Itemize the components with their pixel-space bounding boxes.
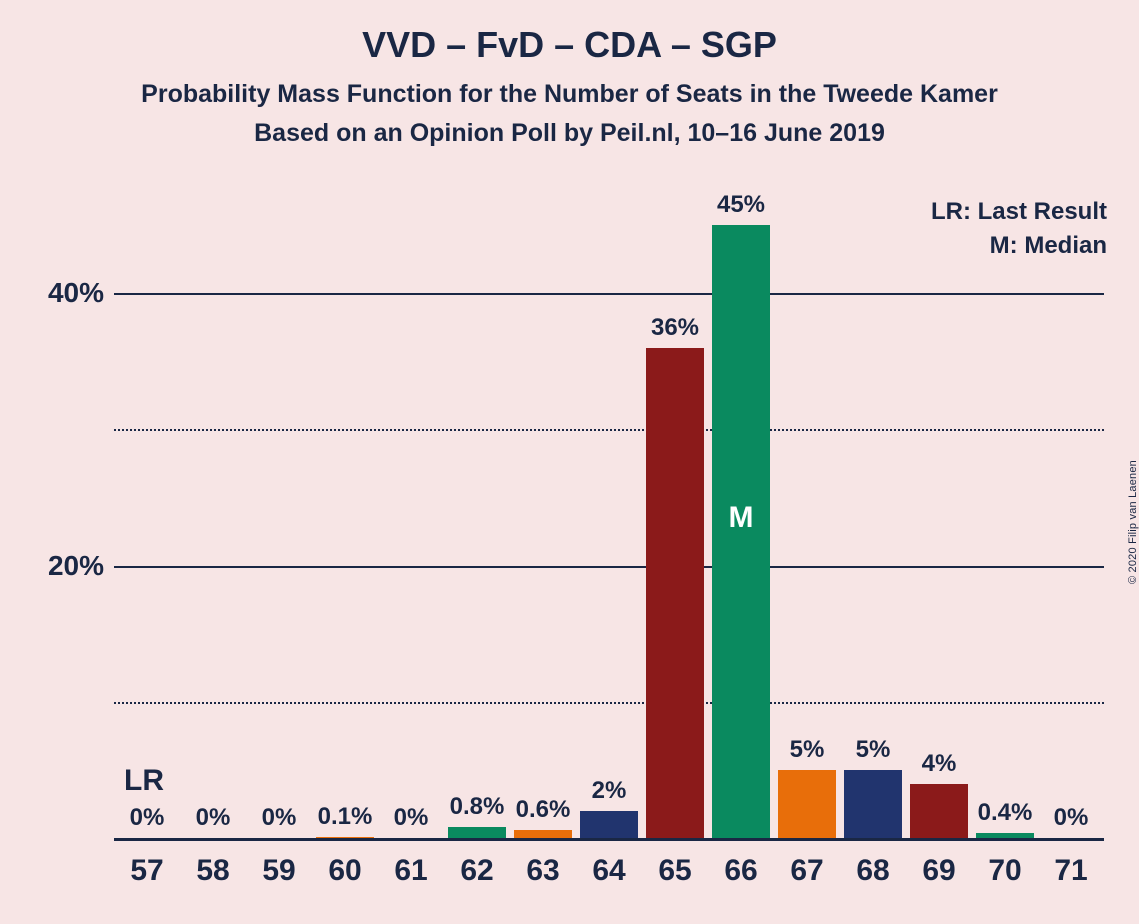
chart-title: VVD – FvD – CDA – SGP [0,0,1139,66]
x-axis-label: 59 [262,854,295,888]
bar-value-label: 36% [651,314,699,342]
bar-value-label: 5% [790,736,825,764]
bar-value-label: 0% [262,804,297,832]
x-axis-label: 64 [592,854,625,888]
bar-value-label: 45% [717,191,765,219]
x-axis-label: 57 [130,854,163,888]
bar: 5% [778,770,836,838]
x-axis-label: 66 [724,854,757,888]
median-marker: M [729,501,754,535]
bar-chart: 20%40%0%570%580%590.1%600%610.8%620.6%63… [114,198,1104,838]
bar-value-label: 0.4% [978,799,1033,827]
bar: 0.6% [514,830,572,838]
bar-value-label: 2% [592,777,627,805]
bar-value-label: 4% [922,750,957,778]
bar-value-label: 0% [196,804,231,832]
bar: 4% [910,784,968,838]
x-axis-label: 63 [526,854,559,888]
chart-subtitle-1: Probability Mass Function for the Number… [0,80,1139,109]
gridline-minor [114,702,1104,704]
bar: 45%M [712,225,770,838]
gridline-major [114,566,1104,568]
lr-marker: LR [124,764,164,798]
x-axis-label: 62 [460,854,493,888]
bar-value-label: 0.1% [318,803,373,831]
x-axis-label: 68 [856,854,889,888]
y-axis-label: 20% [48,550,104,582]
x-axis-label: 69 [922,854,955,888]
bar-value-label: 5% [856,736,891,764]
bar: 2% [580,811,638,838]
x-axis-label: 58 [196,854,229,888]
x-axis-label: 61 [394,854,427,888]
bar: 0.1% [316,837,374,838]
bar-value-label: 0% [1054,804,1089,832]
copyright-text: © 2020 Filip van Laenen [1127,460,1139,584]
bar-value-label: 0.8% [450,793,505,821]
gridline-major [114,293,1104,295]
x-axis-label: 70 [988,854,1021,888]
bar: 0.4% [976,833,1034,838]
x-axis-label: 60 [328,854,361,888]
plot-area: 20%40%0%570%580%590.1%600%610.8%620.6%63… [114,198,1104,838]
bar-value-label: 0.6% [516,796,571,824]
chart-subtitle-2: Based on an Opinion Poll by Peil.nl, 10–… [0,119,1139,148]
bar: 36% [646,348,704,838]
bar: 0.8% [448,827,506,838]
gridline-minor [114,429,1104,431]
y-axis-label: 40% [48,277,104,309]
bar-value-label: 0% [394,804,429,832]
bar: 5% [844,770,902,838]
x-axis-label: 71 [1054,854,1087,888]
x-axis-label: 65 [658,854,691,888]
baseline [114,838,1104,841]
bar-value-label: 0% [130,804,165,832]
x-axis-label: 67 [790,854,823,888]
